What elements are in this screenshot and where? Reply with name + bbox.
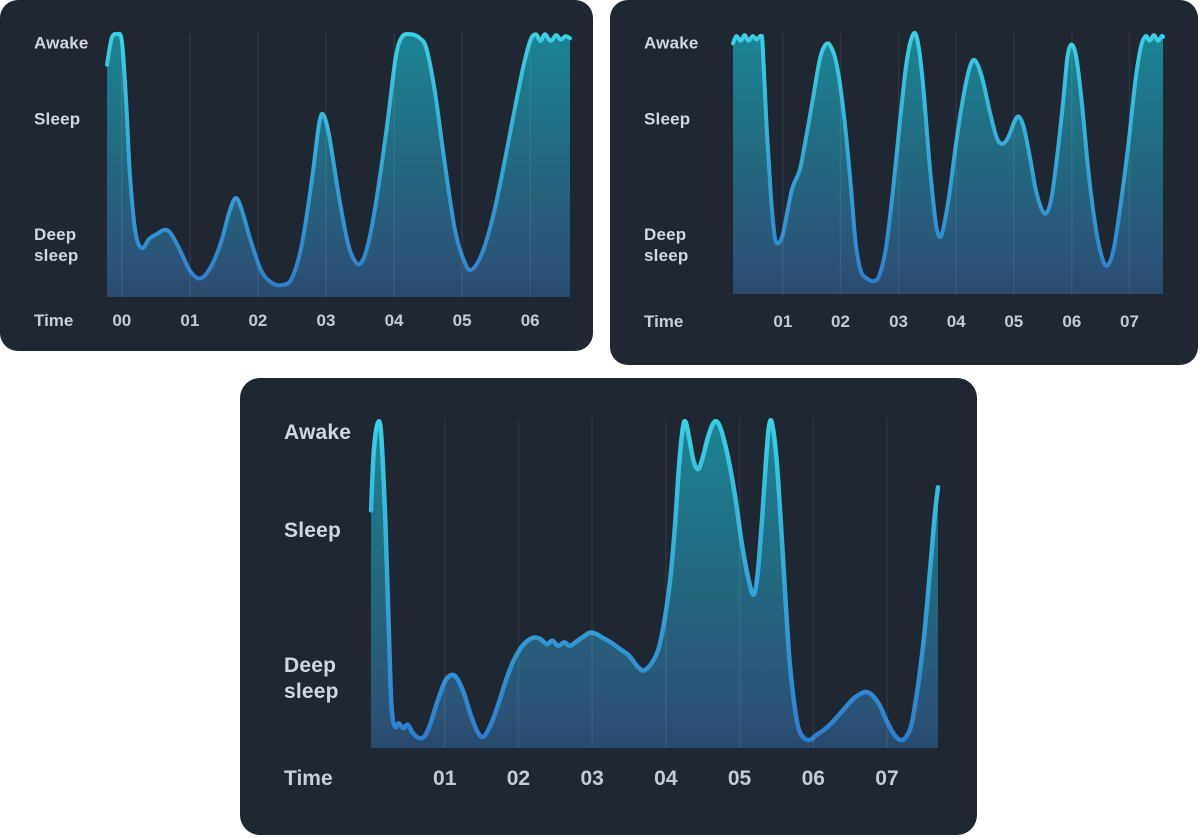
sleep-depth-line (731, 30, 1165, 284)
sleep-area-chart (105, 31, 572, 297)
x-tick-label: 05 (727, 767, 752, 790)
x-tick-label: 06 (520, 311, 540, 330)
sleep-depth-line (368, 417, 941, 743)
sleep-area-fill (733, 32, 1163, 295)
x-axis-label-time: Time (644, 312, 684, 331)
y-axis-label-sleep: Sleep (284, 518, 342, 542)
sleep-chart-panel-night-3: Awake Sleep Deep sleep Time 01 02 03 04 05 06… (240, 378, 977, 835)
y-axis-label-sleep: Sleep (644, 109, 691, 129)
x-tick-label: 04 (384, 311, 404, 330)
sleep-depth-line (105, 31, 572, 288)
sleep-area-chart (731, 30, 1165, 295)
x-tick-label: 03 (316, 311, 336, 330)
x-tick-label: 01 (180, 311, 200, 330)
sleep-chart-panel-night-1: Awake Sleep Deep sleep Time 00 01 02 03 04 05… (0, 0, 593, 351)
x-tick-label: 01 (773, 312, 793, 331)
y-axis-label-deep-sleep: Deep sleep (34, 224, 79, 265)
x-tick-label: 06 (1062, 312, 1082, 331)
x-tick-label: 00 (112, 311, 132, 330)
sleep-depth-curve (731, 30, 1165, 295)
x-tick-label: 05 (452, 311, 472, 330)
x-tick-label: 07 (875, 767, 899, 790)
sleep-area-fill (107, 33, 570, 297)
sleep-depth-curve (368, 417, 941, 748)
sleep-area-chart (368, 417, 941, 748)
x-tick-label: 03 (580, 767, 604, 790)
x-axis-label-time: Time (34, 311, 74, 330)
x-tick-label: 01 (433, 767, 457, 790)
y-axis-label-deep-sleep: Deep sleep (644, 224, 689, 265)
y-axis-label-sleep: Sleep (34, 109, 81, 129)
x-tick-label: 02 (506, 767, 531, 790)
x-tick-label: 04 (654, 767, 678, 790)
x-tick-label: 05 (1004, 312, 1024, 331)
y-axis-label-deep-sleep: Deep sleep (284, 653, 339, 704)
sleep-chart-panel-night-2: Awake Sleep Deep sleep Time 01 02 03 04 05 06… (610, 0, 1198, 365)
y-axis-label-awake: Awake (644, 33, 699, 53)
x-tick-label: 03 (889, 312, 909, 331)
x-tick-label: 07 (1119, 312, 1139, 331)
x-tick-label: 02 (831, 312, 850, 331)
y-axis-label-awake: Awake (34, 33, 89, 53)
x-tick-label: 04 (946, 312, 966, 331)
x-axis-label-time: Time (284, 767, 333, 790)
sleep-depth-curve (105, 31, 572, 297)
x-tick-label: 02 (248, 311, 268, 330)
y-axis-label-awake: Awake (284, 420, 352, 444)
x-tick-label: 06 (801, 767, 825, 790)
